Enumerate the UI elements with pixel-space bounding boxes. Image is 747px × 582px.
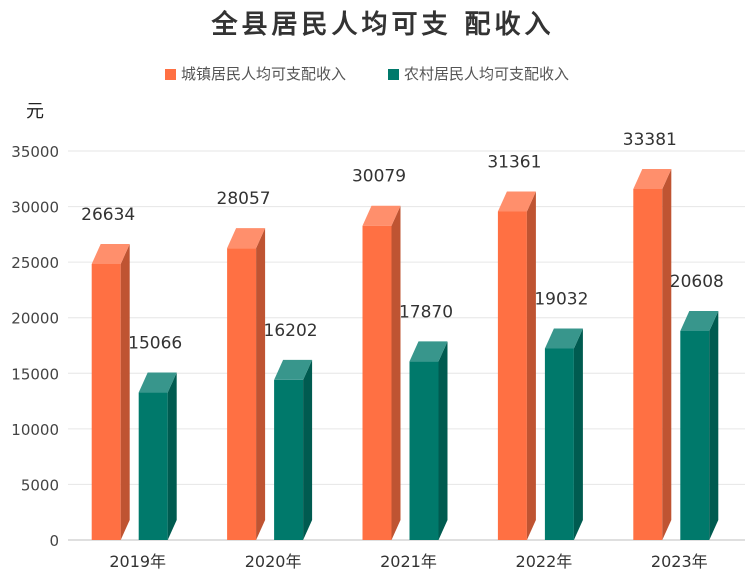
bar-front <box>680 330 710 540</box>
data-label: 20608 <box>670 272 724 292</box>
x-tick-label: 2023年 <box>651 552 708 571</box>
bar-urban <box>91 243 130 540</box>
bar-front <box>544 348 574 540</box>
legend-swatch-rural <box>388 69 399 80</box>
data-label: 16202 <box>264 321 318 341</box>
bar-top <box>409 341 448 362</box>
bar-front <box>227 248 257 540</box>
x-tick-label: 2020年 <box>245 552 302 571</box>
data-label: 19032 <box>534 289 588 309</box>
x-tick-label: 2022年 <box>516 552 573 571</box>
bar-rural <box>409 341 448 540</box>
data-label: 17870 <box>399 302 453 322</box>
bar-side <box>120 243 130 540</box>
y-tick-label: 25000 <box>11 254 59 272</box>
data-label: 15066 <box>128 334 182 354</box>
bar-top <box>680 310 719 331</box>
y-tick-label: 10000 <box>11 421 59 439</box>
bar-side <box>573 328 583 540</box>
x-tick-label: 2019年 <box>109 552 166 571</box>
data-label: 30079 <box>352 167 406 187</box>
bar-side <box>256 228 266 540</box>
y-axis-unit: 元 <box>26 101 44 122</box>
y-tick-label: 35000 <box>11 143 59 161</box>
data-label: 28057 <box>217 189 271 209</box>
bar-front <box>138 392 168 540</box>
bar-top <box>544 328 583 349</box>
legend-swatch-urban <box>165 69 176 80</box>
bar-front <box>497 211 527 540</box>
bar-top <box>497 191 536 212</box>
bar-rural <box>544 328 583 540</box>
y-tick-label: 20000 <box>11 310 59 328</box>
legend-label-urban: 城镇居民人均可支配收入 <box>181 65 346 83</box>
bar-front <box>362 225 392 540</box>
bar-side <box>391 205 401 540</box>
data-label: 31361 <box>487 152 541 172</box>
y-tick-label: 5000 <box>21 476 59 494</box>
bar-top <box>227 228 266 249</box>
y-tick-label: 30000 <box>11 199 59 217</box>
y-tick-label: 0 <box>49 532 59 550</box>
bar-urban <box>227 228 266 540</box>
bar-side <box>438 341 448 540</box>
bar-urban <box>497 191 536 540</box>
bar-side <box>167 372 177 540</box>
bar-side <box>303 359 313 540</box>
x-axis-ticks: 2019年 2020年 2021年 2022年 2023年 <box>109 552 707 571</box>
bar-front <box>409 361 439 540</box>
bar-front <box>274 379 304 540</box>
data-labels: 26634 15066 28057 16202 30079 17870 31361 19032… <box>81 130 724 354</box>
legend-label-rural: 农村居民人均可支配收入 <box>404 65 569 83</box>
bar-rural <box>138 372 177 540</box>
bar-top <box>138 372 177 393</box>
y-tick-label: 15000 <box>11 365 59 383</box>
bar-side <box>709 310 719 540</box>
gridlines <box>68 150 745 541</box>
bar-rural <box>680 310 719 540</box>
chart-title: 全县居民人均可支 配收入 <box>210 9 554 40</box>
data-label: 33381 <box>623 130 677 150</box>
bar-urban <box>362 205 401 540</box>
bar-top <box>91 243 130 264</box>
x-tick-label: 2021年 <box>380 552 437 571</box>
bar-side <box>526 191 536 540</box>
bars <box>91 168 719 541</box>
legend: 城镇居民人均可支配收入 农村居民人均可支配收入 <box>165 65 569 83</box>
bar-side <box>662 168 672 541</box>
y-axis-ticks: 0 5000 10000 15000 20000 25000 30000 35000 <box>11 143 59 550</box>
bar-urban <box>633 168 672 541</box>
bar-front <box>91 263 121 540</box>
bar-top <box>633 168 672 189</box>
data-label: 26634 <box>81 205 135 225</box>
bar-top <box>274 359 313 380</box>
bar-top <box>362 205 401 226</box>
bar-rural <box>274 359 313 540</box>
bar-front <box>633 188 663 541</box>
